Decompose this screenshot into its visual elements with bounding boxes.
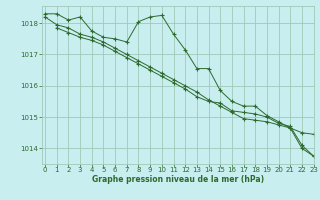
X-axis label: Graphe pression niveau de la mer (hPa): Graphe pression niveau de la mer (hPa) bbox=[92, 175, 264, 184]
